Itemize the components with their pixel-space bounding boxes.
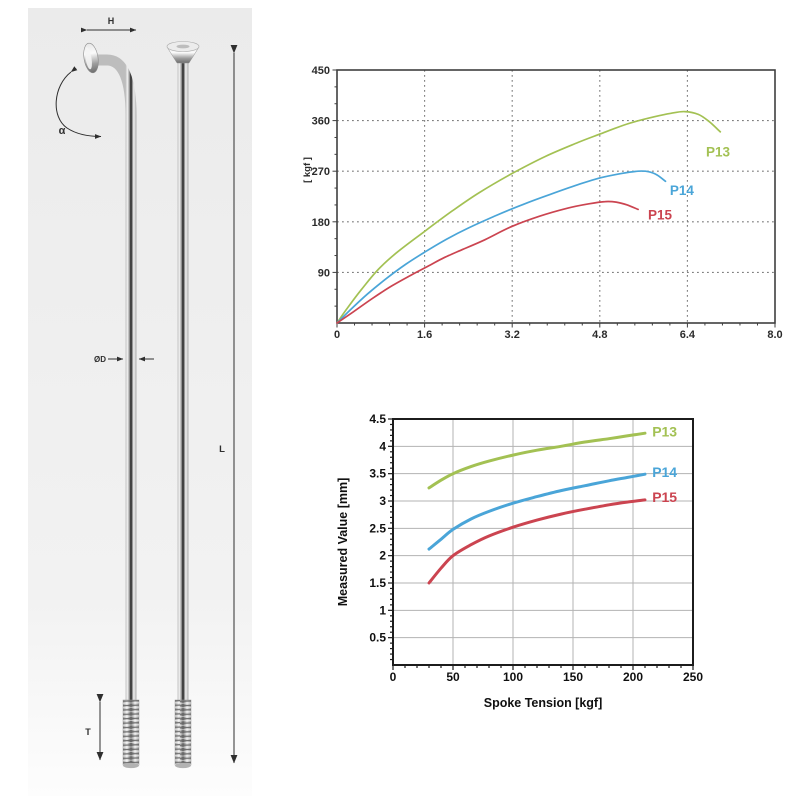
chart1-plot-area: 0 1.6 3.2 4.8 6.4 8.0 90 180 270 360 450 P13 P14 P15	[312, 65, 783, 341]
x-tick-label: 8.0	[767, 329, 782, 341]
series-P15-label: P15	[648, 208, 673, 223]
photo-background-panel	[28, 8, 252, 796]
spoke-j-bend-thread	[122, 699, 140, 769]
y-tick-label: 0.5	[369, 631, 386, 645]
x-tick-label: 50	[446, 670, 460, 684]
spoke-straight	[166, 41, 200, 769]
y-tick-label: 3.5	[369, 467, 386, 481]
y-tick-label: 90	[318, 267, 330, 279]
tension-vs-measured-chart: Measured Value [mm] Spoke Tension [kgf] …	[336, 412, 703, 710]
series-P14-label: P14	[670, 183, 695, 198]
spoke-tension-curve-chart: [ kgf ] 0 1.6 3.2 4.8 6.4 8.0 90 180 270 360 450 P1…	[302, 65, 783, 341]
y-tick-label: 180	[312, 217, 330, 229]
chart2-y-axis-title: Measured Value [mm]	[336, 478, 350, 607]
plot-border	[336, 69, 776, 324]
series-P13-label: P13	[652, 423, 677, 439]
chart1-y-axis-unit-label: [ kgf ]	[302, 157, 313, 183]
spoke-straight-head	[166, 41, 200, 64]
plot-border	[392, 418, 694, 666]
series-P13-label: P13	[706, 145, 731, 160]
y-tick-label: 360	[312, 116, 330, 128]
x-tick-label: 100	[503, 670, 523, 684]
series-P14-label: P14	[652, 464, 677, 480]
y-tick-label: 270	[312, 166, 330, 178]
y-tick-label: 3	[379, 494, 386, 508]
y-tick-label: 450	[312, 65, 330, 77]
spoke-j-bend-shaft	[98, 54, 137, 701]
x-tick-label: 0	[390, 670, 397, 684]
chart2-plot-area: 0 50 100 150 200 250 0.5 1 1.5 2 2.5 3 3.5 4 4.5 P13 P14…	[369, 412, 703, 684]
dimension-angle-label: α	[59, 125, 66, 137]
dimension-lines	[55, 27, 238, 764]
dimension-angle-arc	[55, 66, 102, 139]
y-tick-label: 2.5	[369, 521, 386, 535]
dimension-H-label: H	[108, 16, 115, 26]
chart2-x-axis-title: Spoke Tension [kgf]	[484, 696, 603, 710]
series-P15-curve	[336, 200, 639, 324]
series-P14-curve	[336, 170, 667, 324]
x-tick-label: 4.8	[592, 329, 607, 341]
x-tick-label: 3.2	[505, 329, 520, 341]
x-tick-label: 0	[334, 329, 340, 341]
y-tick-label: 2	[379, 549, 386, 563]
series-P15-curve	[427, 498, 647, 585]
dimension-L-label: L	[219, 444, 225, 455]
y-tick-label: 1.5	[369, 576, 386, 590]
x-tick-label: 150	[563, 670, 583, 684]
x-tick-label: 1.6	[417, 329, 432, 341]
spoke-j-bend-head	[83, 42, 99, 74]
y-tick-label: 4	[379, 439, 386, 453]
spoke-straight-thread	[174, 699, 192, 769]
spoke-diagram: H α ØD L T	[28, 8, 252, 796]
x-tick-label: 200	[623, 670, 643, 684]
y-tick-label: 1	[379, 603, 386, 617]
series-P13-curve	[336, 110, 722, 324]
y-tick-label: 4.5	[369, 412, 386, 426]
series-P15-label: P15	[652, 489, 677, 505]
dimension-T-label: T	[85, 727, 91, 737]
dimension-diameter-label: ØD	[94, 355, 106, 364]
x-tick-label: 250	[683, 670, 703, 684]
series-P14-curve	[427, 472, 647, 551]
spoke-j-bend	[83, 42, 140, 769]
series-P13-curve	[427, 431, 647, 490]
x-tick-label: 6.4	[680, 329, 696, 341]
